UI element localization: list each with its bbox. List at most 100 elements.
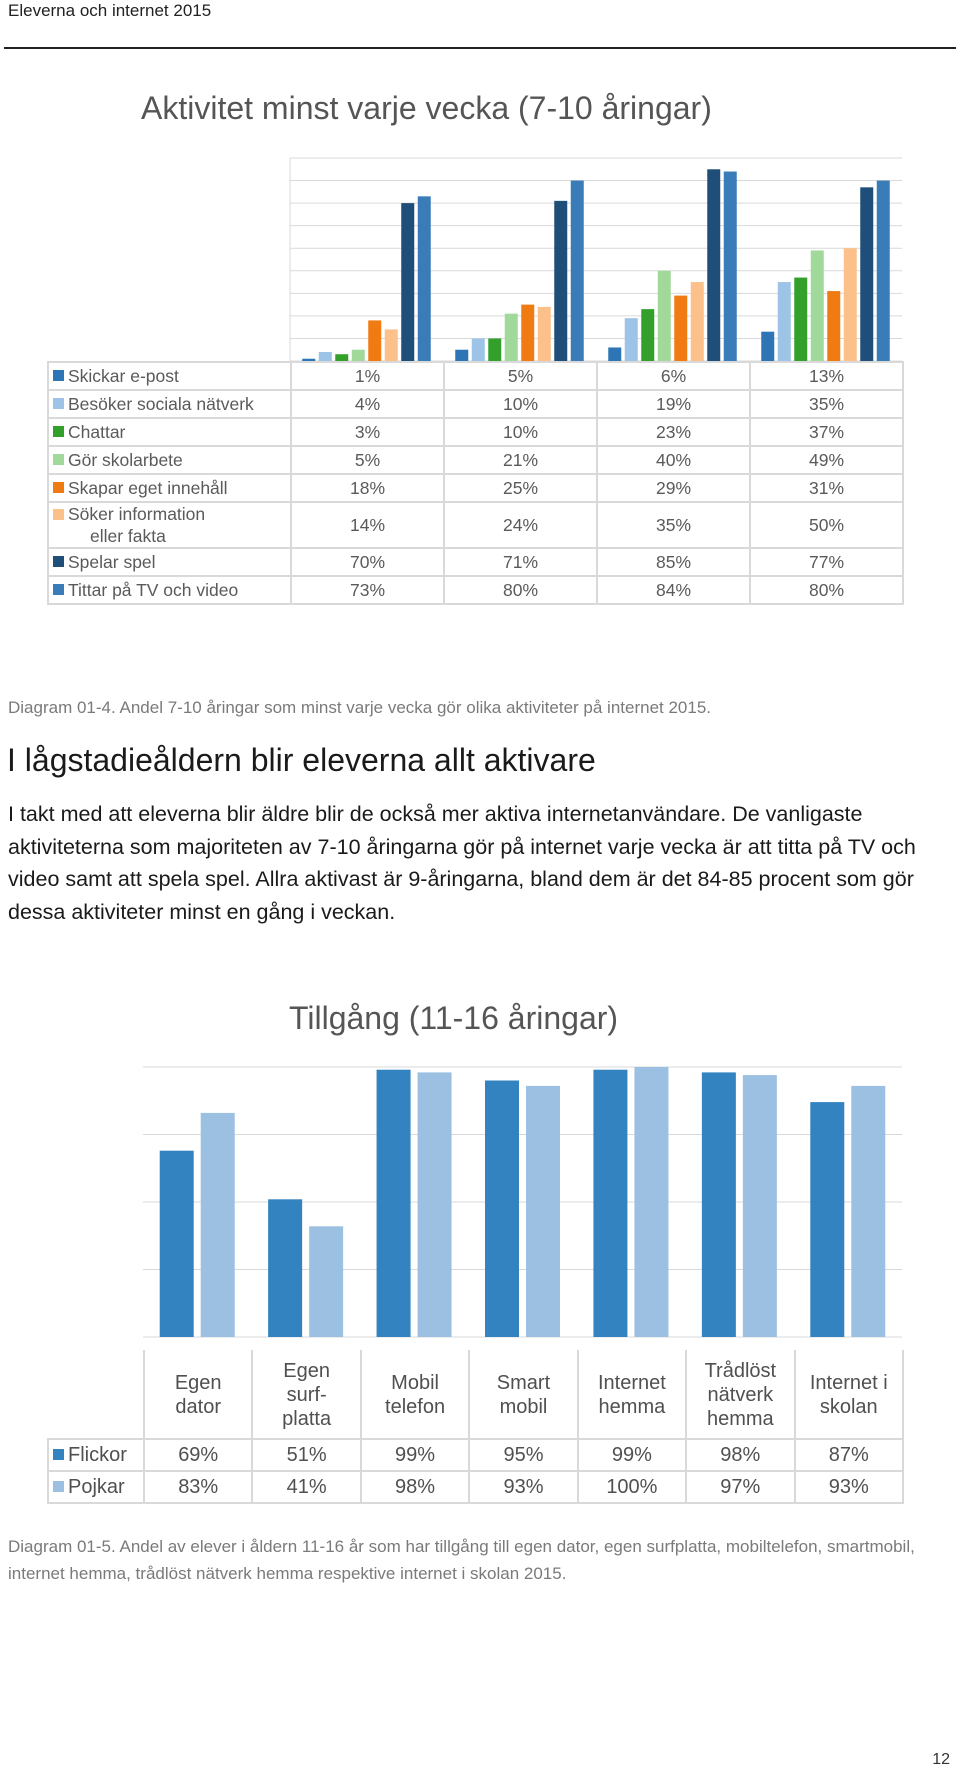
page-number: 12 — [932, 1751, 950, 1768]
data-label: 23% — [596, 417, 751, 447]
data-label: 5% — [443, 361, 598, 391]
data-label: 4% — [290, 389, 445, 419]
bar — [860, 187, 874, 361]
table-corner — [47, 1350, 145, 1440]
section-heading: I lågstadieåldern blir eleverna allt akt… — [7, 742, 596, 778]
data-label: 84% — [596, 575, 751, 605]
bar — [777, 282, 791, 361]
x-category-label: Egen surf-platta — [251, 1350, 362, 1440]
data-label: 13% — [749, 361, 904, 391]
data-label: 100% — [576, 1470, 688, 1504]
bar — [570, 180, 584, 361]
bar — [641, 309, 655, 361]
data-label: 85% — [596, 547, 751, 577]
data-label: 18% — [290, 473, 445, 503]
series-name: Flickor — [68, 1443, 127, 1466]
legend-swatch — [53, 454, 64, 466]
data-label: 37% — [749, 417, 904, 447]
bar — [521, 304, 535, 361]
chart2-caption: Diagram 01-5. Andel av elever i åldern 1… — [8, 1537, 915, 1583]
bar — [690, 282, 704, 361]
chart1-caption: Diagram 01-4. Andel 7-10 åringar som min… — [8, 698, 712, 717]
bar — [827, 291, 841, 361]
x-category-label: Egen dator — [142, 1350, 254, 1440]
data-label: 21% — [443, 445, 598, 475]
data-label: 10% — [443, 389, 598, 419]
series-name: Spelar spel — [68, 551, 156, 572]
bar — [701, 1072, 736, 1337]
series-name-line: eller fakta — [90, 526, 166, 546]
data-label: 35% — [596, 501, 751, 549]
series-name: Skickar e-post — [68, 365, 179, 386]
category-line: telefon — [385, 1396, 446, 1418]
legend-swatch — [53, 482, 64, 494]
bar — [593, 1069, 628, 1337]
data-label: 29% — [596, 473, 751, 503]
data-label: 51% — [251, 1438, 362, 1472]
bar — [368, 320, 382, 361]
bar — [723, 171, 737, 361]
category-line: nätverk — [707, 1384, 774, 1406]
bar — [159, 1150, 194, 1337]
chart1-title: Aktivitet minst varje vecka (7-10 åringa… — [141, 90, 712, 126]
series-name: Chattar — [68, 421, 126, 442]
series-label: Pojkar — [47, 1470, 145, 1504]
series-label: Skickar e-post — [47, 361, 292, 391]
chart2-title: Tillgång (11-16 åringar) — [289, 1000, 619, 1036]
data-label: 6% — [596, 361, 751, 391]
category-line: hemma — [706, 1408, 774, 1430]
category-line: Egen — [174, 1372, 222, 1394]
bar — [876, 180, 890, 361]
chart2-data-table: Egen dator Egen surf-platta Mobil telefon Smar… — [47, 1350, 904, 1504]
data-label: 98% — [359, 1470, 471, 1504]
series-name: Gör skolarbete — [68, 449, 183, 470]
bar — [417, 196, 431, 361]
series-label: Besöker sociala nätverk — [47, 389, 292, 419]
series-name: Pojkar — [68, 1475, 125, 1498]
data-label: 97% — [685, 1470, 796, 1504]
data-label: 19% — [596, 389, 751, 419]
bar — [526, 1085, 560, 1337]
bar — [309, 1226, 344, 1337]
bar — [742, 1075, 777, 1337]
category-line: mobil — [499, 1396, 548, 1418]
category-line: Trådlöst — [704, 1360, 777, 1382]
series-name: Besöker sociala nätverk — [68, 393, 254, 414]
data-label: 24% — [443, 501, 598, 549]
bar — [268, 1199, 303, 1337]
bar — [851, 1085, 886, 1337]
x-category-label: Mobil telefon — [359, 1350, 471, 1440]
data-label: 93% — [793, 1470, 904, 1504]
series-label: Spelar spel — [47, 547, 292, 577]
bar — [455, 349, 469, 361]
data-label: 25% — [443, 473, 598, 503]
category-line: skolan — [819, 1396, 878, 1418]
data-label: 70% — [290, 547, 445, 577]
data-label: 80% — [443, 575, 598, 605]
data-label: 93% — [468, 1470, 579, 1504]
category-line: Internet i — [809, 1372, 888, 1394]
data-label: 10% — [443, 417, 598, 447]
data-label: 40% — [596, 445, 751, 475]
x-category-label: Smart mobil — [468, 1350, 579, 1440]
legend-swatch — [53, 508, 64, 520]
legend-swatch — [53, 1480, 64, 1492]
bar — [634, 1067, 669, 1337]
bar — [417, 1072, 452, 1337]
bar — [384, 329, 398, 361]
data-label: 31% — [749, 473, 904, 503]
data-label: 69% — [142, 1438, 254, 1472]
category-line: surf- — [286, 1384, 327, 1406]
legend-swatch — [53, 398, 64, 410]
bar — [200, 1112, 235, 1337]
bar — [624, 318, 638, 361]
category-line: Internet — [597, 1372, 666, 1394]
series-name: Skapar eget innehåll — [68, 477, 228, 498]
bar — [843, 248, 857, 361]
bar — [401, 203, 415, 361]
x-category-label: Internet i skolan — [793, 1350, 904, 1440]
legend-swatch — [53, 426, 64, 438]
data-label: 98% — [685, 1438, 796, 1472]
series-name-line: Söker information — [68, 504, 206, 524]
series-label: Gör skolarbete — [47, 445, 292, 475]
